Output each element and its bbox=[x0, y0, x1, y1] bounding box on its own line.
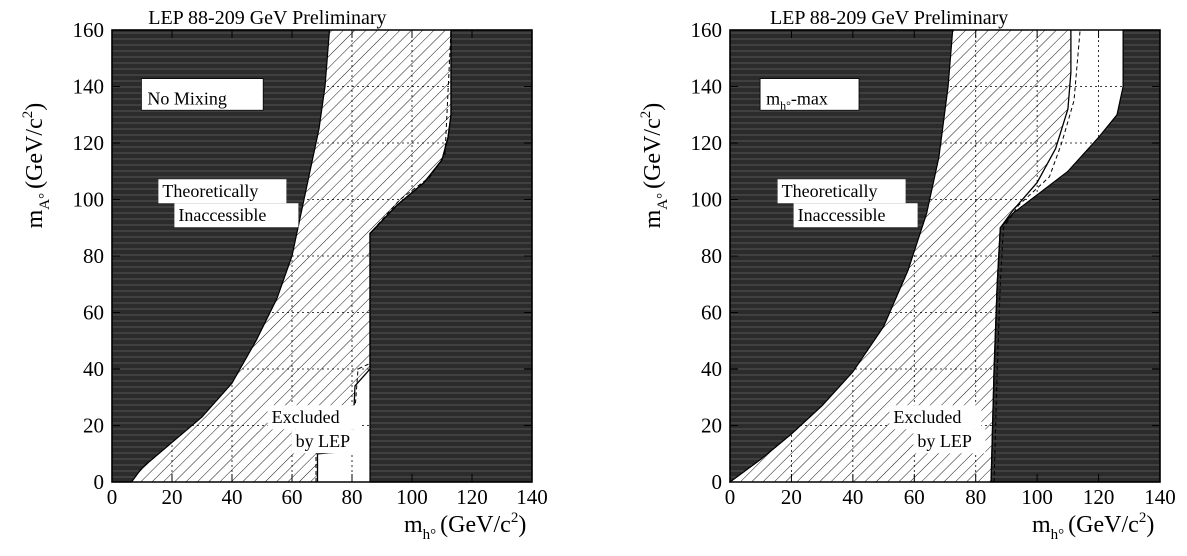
chart-panel-2: 0 20 40 60 80 100 120 140 0 20 40 60 80 100 120 140 160 L… bbox=[638, 7, 1176, 543]
x-tick-label: 20 bbox=[162, 485, 183, 509]
y-tick-label: 20 bbox=[83, 414, 104, 438]
y-tick-label: 160 bbox=[73, 18, 105, 42]
excluded-label-line1: Excluded bbox=[272, 407, 340, 427]
x-tick-label: 0 bbox=[725, 485, 736, 509]
theory-label-line1: Theoretically bbox=[162, 181, 258, 201]
y-axis-label: mA°(GeV/c2) bbox=[638, 103, 671, 229]
excluded-label-line2: by LEP bbox=[917, 431, 972, 451]
x-tick-label: 140 bbox=[516, 485, 548, 509]
y-tick-label: 60 bbox=[701, 301, 722, 325]
excluded-label-box-1 bbox=[889, 405, 982, 430]
excluded-by-lep-region bbox=[131, 30, 451, 482]
scenario-label: No Mixing bbox=[147, 88, 227, 108]
theory-label-box-1 bbox=[777, 179, 906, 204]
excluded-label-box-1 bbox=[267, 405, 360, 430]
x-tick-label: 40 bbox=[842, 485, 863, 509]
x-axis-label: mh° (GeV/c2) bbox=[404, 510, 526, 543]
excluded-label-box-2 bbox=[913, 429, 986, 454]
x-tick-label: 100 bbox=[396, 485, 428, 509]
x-tick-label: 100 bbox=[1021, 485, 1053, 509]
y-tick-label: 100 bbox=[73, 188, 105, 212]
x-tick-label: 140 bbox=[1144, 485, 1176, 509]
theory-label-box-1 bbox=[158, 179, 287, 204]
excluded-label-line2: by LEP bbox=[296, 431, 351, 451]
x-axis-label: mh° (GeV/c2) bbox=[1032, 510, 1154, 543]
y-tick-label: 20 bbox=[701, 414, 722, 438]
excluded-label-box-2 bbox=[291, 429, 364, 454]
theory-label-box-2 bbox=[174, 203, 299, 228]
y-tick-label: 0 bbox=[94, 470, 105, 494]
y-tick-label: 80 bbox=[701, 244, 722, 268]
x-tick-label: 40 bbox=[222, 485, 243, 509]
theory-label-box-2 bbox=[793, 203, 918, 228]
x-tick-label: 80 bbox=[965, 485, 986, 509]
y-tick-label: 120 bbox=[73, 131, 105, 155]
excluded-label-line1: Excluded bbox=[893, 407, 961, 427]
chart-title: LEP 88-209 GeV Preliminary bbox=[148, 7, 386, 29]
theoretically-inaccessible-left-region bbox=[111, 29, 331, 483]
y-tick-label: 0 bbox=[712, 470, 723, 494]
x-tick-label: 60 bbox=[282, 485, 303, 509]
chart-panel-1: 0 20 40 60 80 100 120 140 0 20 40 60 80 100 120 140 160 L… bbox=[20, 7, 548, 543]
y-tick-label: 100 bbox=[691, 188, 723, 212]
y-tick-label: 80 bbox=[83, 244, 104, 268]
observed-limit-line bbox=[990, 30, 1072, 483]
x-tick-label: 120 bbox=[456, 485, 488, 509]
expected-limit-dashed-line bbox=[315, 29, 452, 482]
x-tick-label: 80 bbox=[342, 485, 363, 509]
y-tick-label: 40 bbox=[701, 357, 722, 381]
theory-label-line2: Inaccessible bbox=[178, 205, 266, 225]
y-tick-label: 140 bbox=[73, 75, 105, 99]
scenario-label-box bbox=[140, 78, 264, 111]
scenario-label-box bbox=[759, 78, 860, 111]
y-tick-label: 140 bbox=[691, 75, 723, 99]
y-tick-label: 120 bbox=[691, 131, 723, 155]
y-tick-label: 40 bbox=[83, 357, 104, 381]
theory-label-line1: Theoretically bbox=[782, 181, 878, 201]
theory-label-line2: Inaccessible bbox=[798, 205, 886, 225]
x-tick-label: 0 bbox=[107, 485, 118, 509]
x-tick-label: 20 bbox=[781, 485, 802, 509]
x-tick-label: 120 bbox=[1083, 485, 1115, 509]
y-tick-label: 60 bbox=[83, 301, 104, 325]
y-axis-label: mA°(GeV/c2) bbox=[20, 103, 53, 229]
x-tick-label: 60 bbox=[904, 485, 925, 509]
y-tick-label: 160 bbox=[691, 18, 723, 42]
expected-limit-dashed-line bbox=[993, 29, 1081, 483]
chart-title: LEP 88-209 GeV Preliminary bbox=[770, 7, 1008, 29]
scenario-label: mh°-max bbox=[766, 88, 828, 112]
